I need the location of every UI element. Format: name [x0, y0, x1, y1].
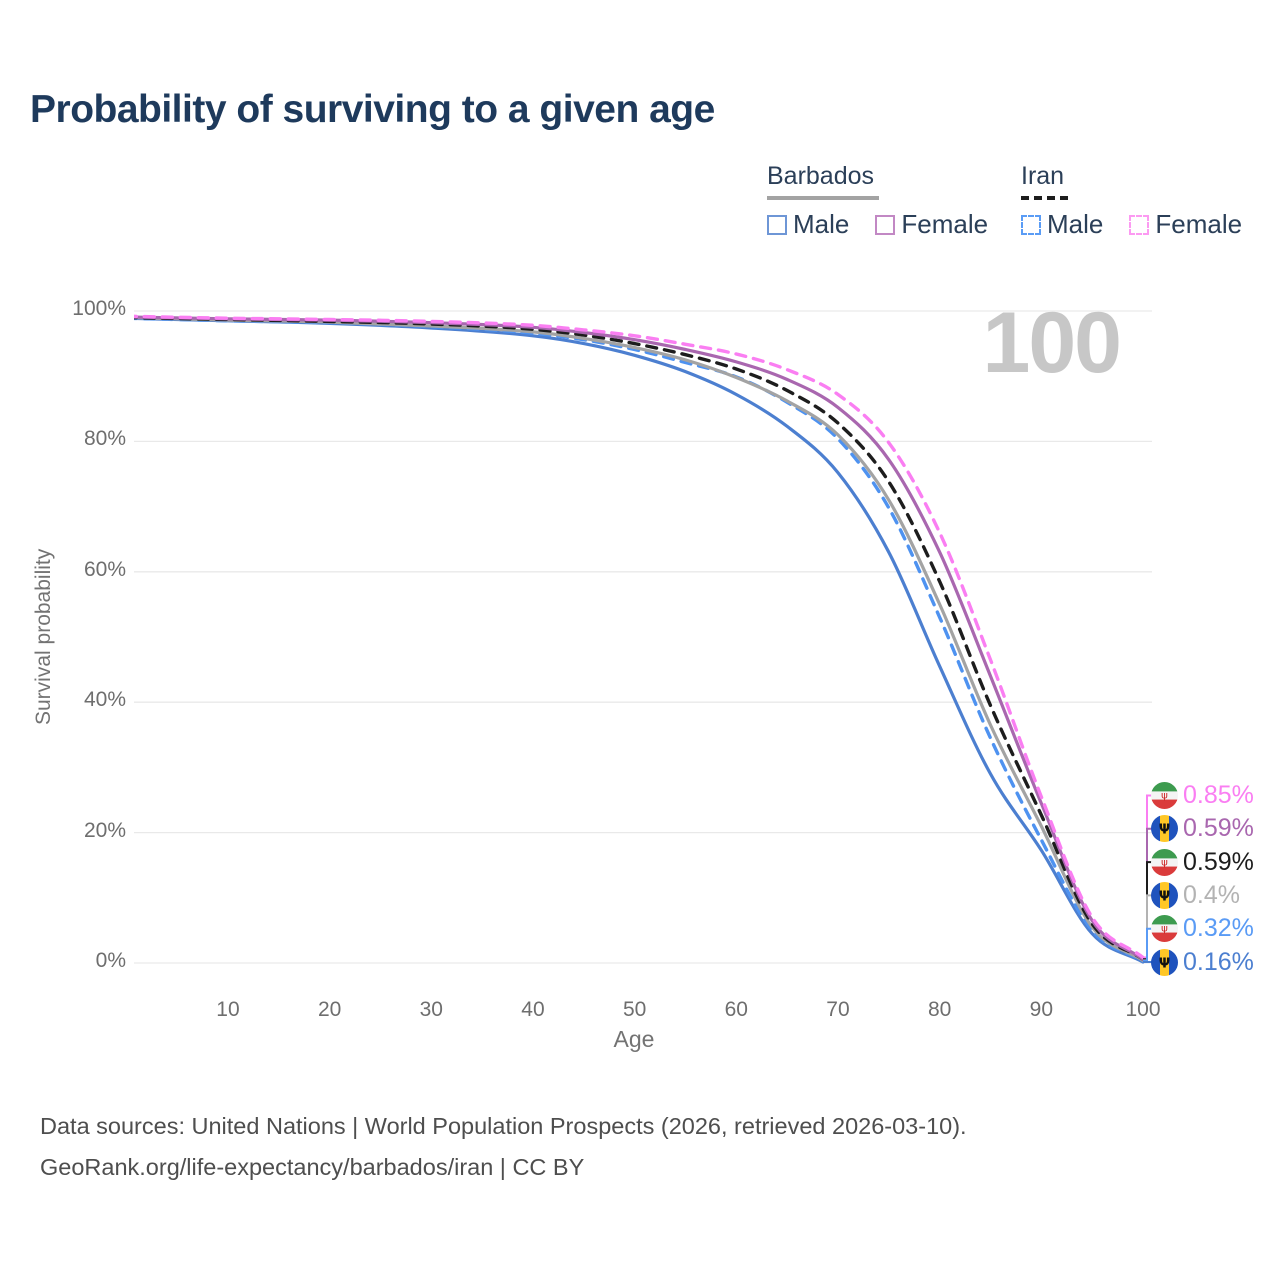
data-sources-line: Data sources: United Nations | World Pop… — [40, 1113, 967, 1139]
end-value: 0.59% — [1183, 814, 1254, 843]
legend-group-title-barbados: Barbados — [767, 162, 875, 190]
series-curve-iran-overall — [134, 315, 1145, 961]
series-swatch-iran-male — [1021, 214, 1041, 235]
legend-group-iran: Iran Male Female — [1021, 162, 1242, 240]
series-curve-barbados-male — [134, 316, 1145, 964]
iran-flag-icon: ψ — [1151, 915, 1178, 943]
legend-item-label: Male — [793, 209, 850, 239]
series-swatch-barbados-female — [875, 214, 896, 235]
x-tick-90: 90 — [1029, 998, 1053, 1021]
y-tick-100%: 100% — [72, 297, 126, 320]
barbados-flag-icon: Ψ — [1151, 881, 1178, 909]
legend-underline-iran — [1021, 196, 1068, 200]
y-tick-40%: 40% — [83, 688, 126, 712]
svg-text:Ψ: Ψ — [1159, 955, 1170, 971]
legend-underline-barbados — [767, 196, 879, 200]
iran-flag-icon: ψ — [1151, 782, 1178, 809]
x-tick-80: 80 — [927, 998, 952, 1021]
svg-text:Ψ: Ψ — [1159, 822, 1170, 838]
y-tick-80%: 80% — [83, 427, 126, 451]
end-value: 0.59% — [1183, 847, 1254, 876]
end-label-iran-male: ψ 0.32% — [1151, 914, 1254, 944]
legend-item-barbados-male[interactable]: Male — [767, 209, 849, 240]
end-label-barbados-female: Ψ 0.59% — [1151, 814, 1254, 844]
license-line: GeoRank.org/life-expectancy/barbados/ira… — [40, 1154, 585, 1180]
attribution: Data sources: United Nations | World Pop… — [40, 1106, 967, 1188]
series-swatch-iran-female — [1129, 214, 1150, 235]
series-curve-iran-male — [134, 316, 1145, 963]
end-label-barbados-male: Ψ 0.16% — [1151, 947, 1254, 977]
y-tick-0%: 0% — [95, 949, 126, 972]
series-swatch-barbados-male — [767, 214, 787, 235]
x-tick-50: 50 — [622, 998, 647, 1021]
x-tick-70: 70 — [826, 998, 850, 1021]
legend-item-label: Female — [901, 209, 989, 239]
svg-text:ψ: ψ — [1161, 857, 1168, 868]
legend-item-iran-female[interactable]: Female — [1129, 209, 1242, 240]
survival-chart-canvas[interactable] — [0, 0, 1280, 1080]
legend-item-iran-male[interactable]: Male — [1021, 209, 1103, 240]
legend-group-barbados: Barbados Male Female — [767, 162, 988, 240]
x-tick-40: 40 — [521, 998, 545, 1021]
svg-text:ψ: ψ — [1161, 924, 1168, 935]
end-value: 0.32% — [1183, 914, 1254, 943]
barbados-flag-icon: Ψ — [1151, 948, 1178, 976]
end-label-iran-female: ψ 0.85% — [1151, 781, 1254, 811]
x-tick-20: 20 — [317, 998, 342, 1021]
x-axis-title: Age — [613, 1026, 655, 1052]
legend-item-label: Female — [1155, 209, 1243, 239]
series-curve-barbados-overall — [134, 316, 1145, 962]
legend-group-title-iran: Iran — [1021, 162, 1065, 190]
legend-item-label: Male — [1047, 209, 1104, 239]
y-tick-20%: 20% — [83, 818, 126, 842]
end-label-barbados-overall: Ψ 0.4% — [1151, 880, 1240, 910]
svg-text:ψ: ψ — [1161, 790, 1168, 801]
y-tick-60%: 60% — [83, 557, 126, 581]
end-label-iran-overall: ψ 0.59% — [1151, 847, 1254, 877]
end-value: 0.16% — [1183, 947, 1254, 976]
series-curve-iran-female — [134, 314, 1145, 960]
series-curve-barbados-female — [134, 315, 1145, 961]
svg-text:Ψ: Ψ — [1159, 888, 1170, 904]
end-value: 0.4% — [1183, 880, 1240, 909]
x-tick-60: 60 — [724, 998, 748, 1021]
page-title: Probability of surviving to a given age — [30, 88, 715, 131]
x-tick-10: 10 — [216, 998, 240, 1021]
end-value: 0.85% — [1183, 781, 1254, 809]
leader-line-iran-male — [1143, 927, 1153, 962]
legend-item-barbados-female[interactable]: Female — [875, 209, 988, 240]
x-tick-100: 100 — [1125, 998, 1161, 1021]
iran-flag-icon: ψ — [1151, 848, 1178, 876]
x-tick-30: 30 — [419, 998, 443, 1021]
barbados-flag-icon: Ψ — [1151, 815, 1178, 843]
